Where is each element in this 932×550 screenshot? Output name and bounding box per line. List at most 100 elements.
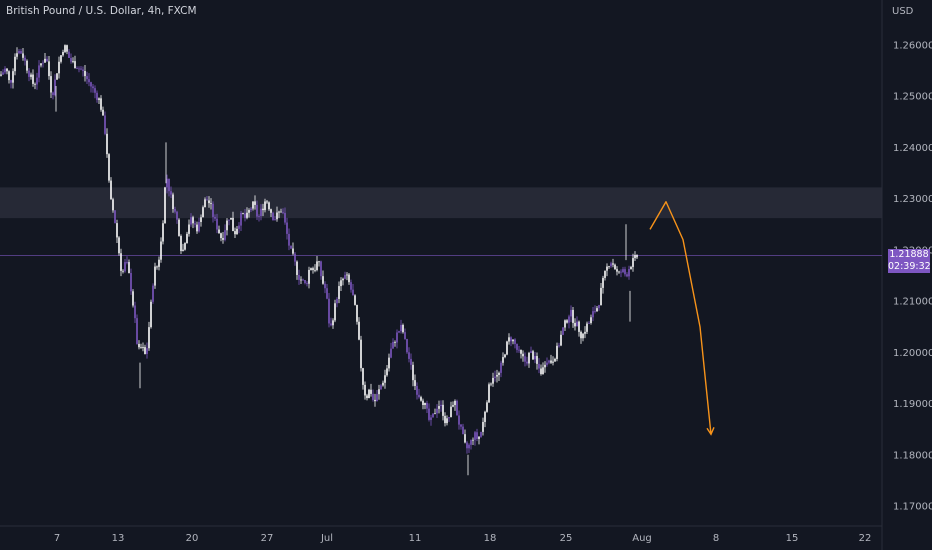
candle-body [332,320,334,326]
candle-body [428,408,430,420]
candle-body [88,79,90,83]
candles [0,44,638,476]
candle-body [372,393,374,400]
candle-body [348,274,350,283]
candle-body [616,269,618,272]
candle-body [8,71,10,81]
candle-body [230,217,232,220]
candle-body [264,201,266,211]
candle-body [388,357,390,369]
candle-body [172,194,174,210]
candle-body [302,279,304,281]
last-price-tag: 1.21888 [888,248,930,261]
candle-body [510,337,512,342]
candle-body [236,228,238,235]
candle-body [74,61,76,69]
candle-body [146,348,148,354]
candle-body [32,74,34,84]
candle-body [416,385,418,395]
candle-body [294,253,296,262]
candle-body [380,385,382,390]
candle-body [252,201,254,209]
candle-body [204,199,206,208]
candle-body [246,212,248,218]
y-tick-label: 1.19000 [893,399,932,410]
candle-body [610,263,612,267]
candle-body [632,258,634,267]
candle-body [418,394,420,398]
arrow-head [706,427,715,436]
candle-body [194,223,196,225]
x-tick-label: 22 [859,533,872,544]
candle-body [324,283,326,289]
candle-body [346,274,348,276]
candle-body [612,263,614,265]
candle-body [454,400,456,406]
candle-body [368,389,370,399]
candle-body [580,331,582,339]
candle-body [54,79,56,95]
candle-body [390,348,392,358]
candle-body [356,304,358,322]
candle-body [456,400,458,416]
candle-body [622,269,624,273]
candle-body [2,72,4,75]
candle-body [258,216,260,217]
candle-body [14,56,16,72]
candle-body [422,400,424,405]
candle-body [296,261,298,275]
candle-body [588,322,590,324]
candle-body [538,363,540,369]
candle-body [248,210,250,213]
candle-body [52,92,54,95]
candle-body [466,442,468,449]
candle-body [182,249,184,251]
candle-body [0,74,2,76]
candle-body [318,261,320,263]
candle-body [20,51,22,54]
candle-body [244,213,246,218]
candle-body [112,199,114,211]
candle-body [24,57,26,61]
candle-body [434,413,436,415]
candle-body [118,237,120,254]
candle-body [574,322,576,327]
candle-body [358,321,360,340]
candle-body [280,211,282,213]
candle-body [278,211,280,213]
candle-body [192,217,194,224]
candle-body [168,178,170,192]
candle-body [184,243,186,250]
candle-body [316,261,318,271]
candle-body [310,268,312,270]
candle-body [524,356,526,362]
candle-body [84,70,86,77]
candle-body [116,223,118,238]
candle-body [554,358,556,362]
candle-body [342,278,344,281]
x-tick-label: 20 [186,533,199,544]
candle-body [628,269,630,277]
candle-body [556,345,558,359]
symbol-title[interactable]: British Pound / U.S. Dollar, 4h, FXCM [6,5,197,17]
candle-body [362,368,364,385]
candle-body [558,345,560,347]
candle-body [504,354,506,358]
candle-body [22,53,24,58]
candle-body [130,273,132,292]
candle-body [256,204,258,217]
candle-body [460,424,462,427]
candle-body [596,308,598,312]
candle-body [340,280,342,287]
x-tick-label: 7 [54,533,60,544]
projection-arrow [649,201,712,435]
candle-body [566,320,568,323]
candle-body [286,222,288,234]
candle-body [412,364,414,381]
candle-body [200,217,202,222]
candle-body [584,331,586,334]
candle-body [260,208,262,217]
y-tick-label: 1.20000 [893,348,932,359]
